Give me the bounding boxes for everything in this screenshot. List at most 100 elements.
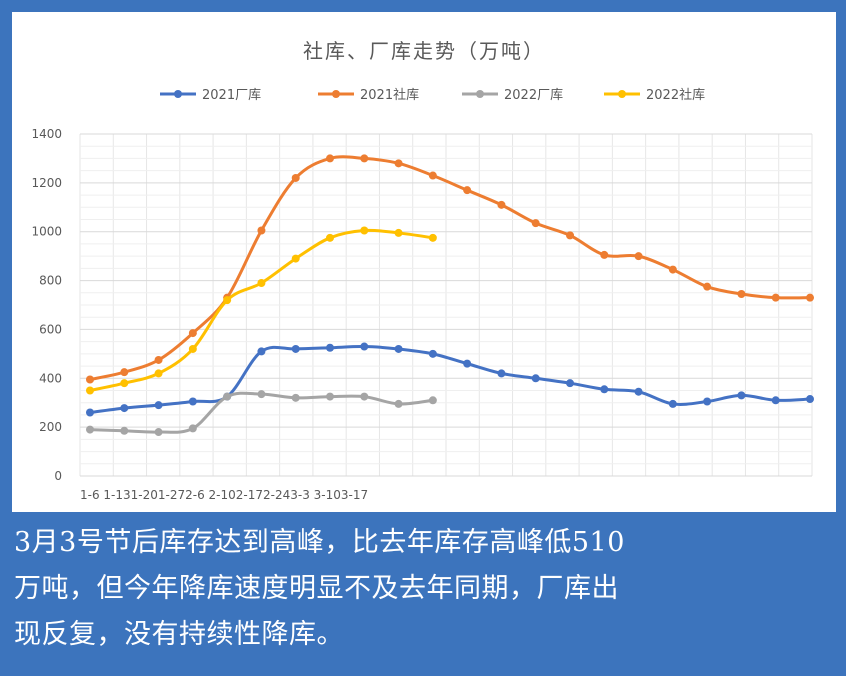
line-chart: 社库、厂库走势（万吨） 2021厂库 2021社库 2022厂库 2022社库 0 20… bbox=[31, 39, 814, 502]
data-point bbox=[428, 171, 437, 180]
x-tick-labels: 1-6 1-131-201-272-6 2-102-172-243-3 3-10… bbox=[80, 488, 368, 502]
series-2 bbox=[86, 154, 814, 384]
legend: 2021厂库 2021社库 2022厂库 2022社库 bbox=[160, 87, 705, 103]
data-point bbox=[531, 219, 540, 228]
caption-line: 3月3号节后库存达到高峰，比去年库存高峰低510 bbox=[14, 527, 625, 558]
data-point bbox=[188, 397, 197, 406]
data-point bbox=[737, 391, 746, 400]
data-point bbox=[257, 279, 266, 288]
data-point bbox=[634, 252, 643, 261]
data-point bbox=[326, 154, 334, 163]
data-point bbox=[188, 424, 197, 433]
data-point bbox=[86, 386, 94, 395]
data-point bbox=[188, 329, 197, 338]
data-point bbox=[223, 296, 232, 305]
data-point bbox=[86, 408, 94, 417]
series-3 bbox=[86, 390, 437, 437]
data-point bbox=[394, 228, 403, 237]
legend-label: 2021社库 bbox=[360, 87, 419, 103]
grid bbox=[79, 133, 813, 477]
data-point bbox=[291, 393, 300, 402]
data-point bbox=[120, 368, 129, 377]
y-tick-label: 200 bbox=[39, 420, 62, 434]
data-point bbox=[291, 254, 300, 263]
legend-marker bbox=[174, 90, 182, 98]
data-point bbox=[703, 282, 712, 291]
data-point bbox=[86, 375, 94, 384]
data-point bbox=[428, 396, 437, 405]
data-point bbox=[154, 401, 163, 410]
y-tick-label: 1000 bbox=[31, 225, 62, 239]
y-axis: 0 200 400 600 800 1000 1200 1400 bbox=[31, 127, 62, 483]
legend-marker bbox=[618, 90, 626, 98]
y-tick-label: 1400 bbox=[31, 127, 62, 141]
data-point bbox=[257, 390, 266, 399]
data-point bbox=[566, 379, 574, 388]
data-point bbox=[188, 344, 197, 353]
legend-marker bbox=[476, 90, 484, 98]
y-tick-label: 1200 bbox=[31, 176, 62, 190]
data-point bbox=[531, 374, 540, 383]
data-point bbox=[120, 404, 129, 413]
legend-label: 2021厂库 bbox=[202, 87, 261, 103]
data-point bbox=[428, 233, 437, 242]
data-point bbox=[326, 392, 334, 401]
legend-item: 2022厂库 bbox=[462, 87, 563, 103]
data-point bbox=[806, 395, 814, 404]
data-point bbox=[360, 226, 369, 235]
legend-item: 2021社库 bbox=[318, 87, 419, 103]
data-point bbox=[257, 347, 266, 356]
data-point bbox=[463, 359, 472, 368]
data-point bbox=[497, 200, 506, 209]
data-point bbox=[120, 379, 129, 388]
data-point bbox=[86, 425, 94, 434]
caption-line: 现反复，没有持续性降库。 bbox=[14, 619, 344, 650]
data-point bbox=[394, 344, 403, 353]
data-point bbox=[806, 293, 814, 302]
data-point bbox=[600, 250, 609, 259]
y-tick-label: 800 bbox=[39, 274, 62, 288]
caption-line: 万吨，但今年降库速度明显不及去年同期，厂库出 bbox=[14, 573, 619, 604]
data-point bbox=[360, 392, 369, 401]
legend-item: 2022社库 bbox=[604, 87, 705, 103]
data-point bbox=[394, 159, 403, 168]
caption: 3月3号节后库存达到高峰，比去年库存高峰低510 万吨，但今年降库速度明显不及去… bbox=[14, 520, 832, 658]
legend-marker bbox=[332, 90, 340, 98]
chart-title: 社库、厂库走势（万吨） bbox=[303, 39, 545, 63]
data-point bbox=[428, 349, 437, 358]
plot-area bbox=[86, 154, 814, 437]
data-point bbox=[360, 342, 369, 351]
data-point bbox=[668, 399, 677, 408]
data-point bbox=[737, 290, 746, 299]
data-point bbox=[257, 226, 266, 235]
data-point bbox=[566, 231, 574, 240]
series-line bbox=[89, 345, 811, 414]
data-point bbox=[291, 344, 300, 353]
data-point bbox=[154, 428, 163, 437]
data-point bbox=[771, 396, 780, 405]
data-point bbox=[394, 399, 403, 408]
series-line bbox=[89, 155, 811, 381]
legend-item: 2021厂库 bbox=[160, 87, 261, 103]
chart-panel: 社库、厂库走势（万吨） 2021厂库 2021社库 2022厂库 2022社库 0 20… bbox=[12, 12, 836, 512]
data-point bbox=[154, 369, 163, 378]
series-1 bbox=[86, 342, 814, 417]
data-point bbox=[600, 385, 609, 394]
data-point bbox=[291, 173, 300, 182]
y-tick-label: 0 bbox=[54, 469, 62, 483]
data-point bbox=[223, 392, 232, 401]
data-point bbox=[703, 397, 712, 406]
data-point bbox=[326, 343, 334, 352]
data-point bbox=[120, 426, 129, 435]
data-point bbox=[326, 233, 334, 242]
data-point bbox=[360, 154, 369, 163]
data-point bbox=[497, 369, 506, 378]
data-point bbox=[634, 387, 643, 396]
legend-label: 2022社库 bbox=[646, 87, 705, 103]
series-4 bbox=[86, 226, 437, 395]
data-point bbox=[668, 265, 677, 274]
data-point bbox=[154, 355, 163, 364]
series-line bbox=[89, 391, 434, 434]
legend-label: 2022厂库 bbox=[504, 87, 563, 103]
data-point bbox=[771, 293, 780, 302]
